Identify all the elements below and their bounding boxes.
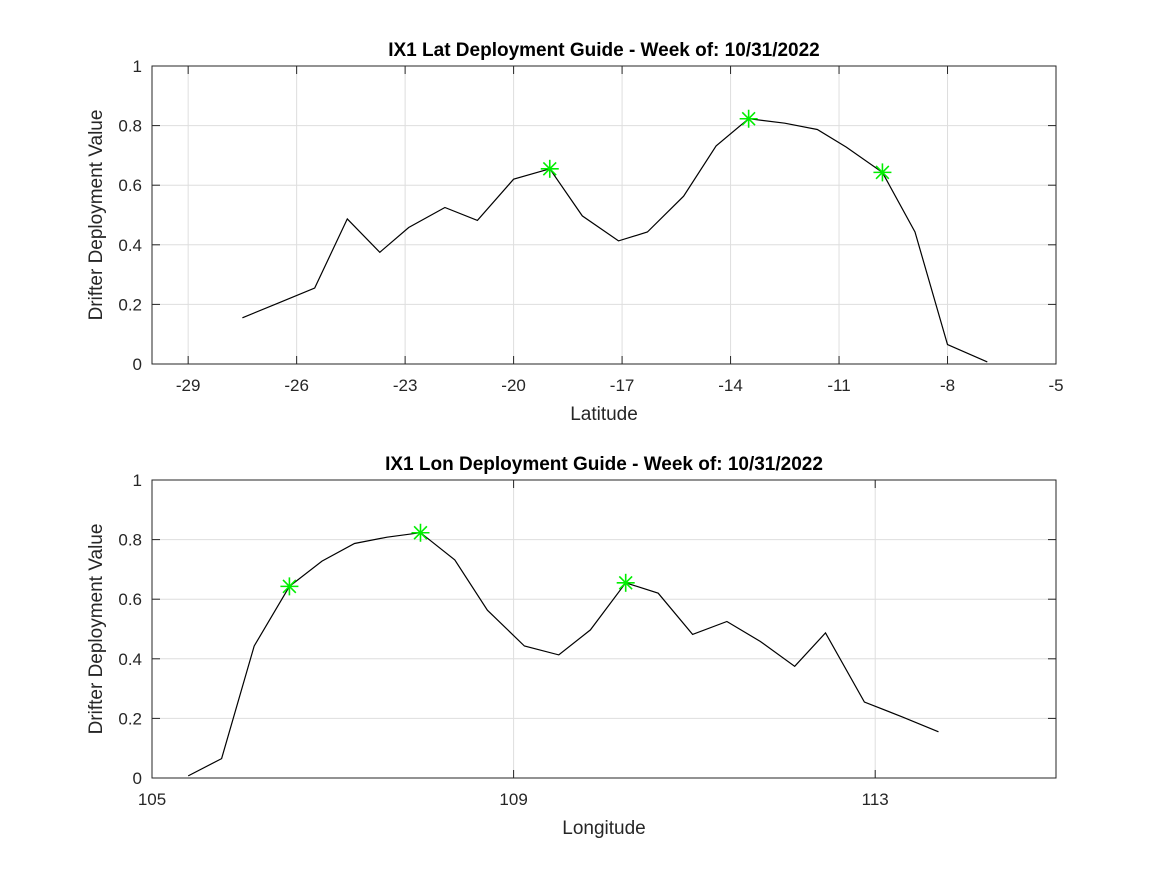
y-tick-label: 0.6: [118, 176, 142, 195]
y-tick-label: 0.6: [118, 590, 142, 609]
plot-area: [151, 65, 1057, 365]
y-tick-label: 0.4: [118, 650, 142, 669]
peak-marker: [739, 109, 758, 128]
chart-title: IX1 Lon Deployment Guide - Week of: 10/3…: [385, 454, 823, 475]
x-tick-label: -23: [393, 376, 418, 395]
marker-stroke: [618, 575, 633, 590]
x-tick-label: -26: [284, 376, 309, 395]
marker-stroke: [413, 525, 428, 540]
y-axis-label: Drifter Deployment Value: [86, 110, 107, 321]
axes-frame: [151, 65, 1057, 365]
x-tick-label: -17: [610, 376, 635, 395]
chart-title: IX1 Lat Deployment Guide - Week of: 10/3…: [388, 40, 820, 61]
peak-marker: [616, 573, 635, 592]
x-tick-label: -8: [940, 376, 955, 395]
marker-stroke: [282, 579, 297, 594]
y-tick-label: 0.2: [118, 709, 142, 728]
x-tick-label: 105: [138, 790, 166, 809]
y-tick-label: 0: [133, 355, 142, 374]
marker-stroke: [741, 111, 756, 126]
y-tick-label: 0.8: [118, 117, 142, 136]
y-axis-label: Drifter Deployment Value: [86, 524, 107, 735]
y-tick-label: 0: [133, 769, 142, 788]
peak-marker: [873, 163, 892, 182]
marker-stroke: [542, 161, 557, 176]
x-tick-label: -5: [1048, 376, 1063, 395]
marker-stroke: [875, 165, 890, 180]
series-line: [242, 118, 988, 363]
peak-marker: [540, 159, 559, 178]
x-tick-label: -14: [718, 376, 743, 395]
peak-marker: [411, 523, 430, 542]
y-tick-label: 0.2: [118, 295, 142, 314]
x-tick-label: 113: [862, 790, 889, 809]
lat-deployment-plot: -29 -26 -23 -20 -17 -14 -11 -8 -5 0 0.2 0.4 0.6 0.8 1 I…: [86, 40, 1064, 425]
y-tick-label: 0.4: [118, 236, 142, 255]
x-tick-label: -11: [827, 376, 850, 395]
series-line: [187, 532, 939, 777]
peak-marker: [280, 577, 299, 596]
x-axis-label: Longitude: [562, 818, 645, 839]
y-tick-label: 1: [133, 471, 142, 490]
x-tick-label: 109: [499, 790, 527, 809]
x-axis-label: Latitude: [570, 404, 638, 425]
axes-frame: [151, 479, 1057, 779]
y-tick-label: 0.8: [118, 531, 142, 550]
plot-area: [151, 479, 1057, 779]
lon-deployment-plot: 105 109 113 0 0.2 0.4 0.6 0.8 1 IX1 Lon Deploymen…: [86, 454, 1057, 839]
y-tick-label: 1: [133, 57, 142, 76]
x-tick-label: -29: [176, 376, 201, 395]
x-tick-label: -20: [501, 376, 526, 395]
